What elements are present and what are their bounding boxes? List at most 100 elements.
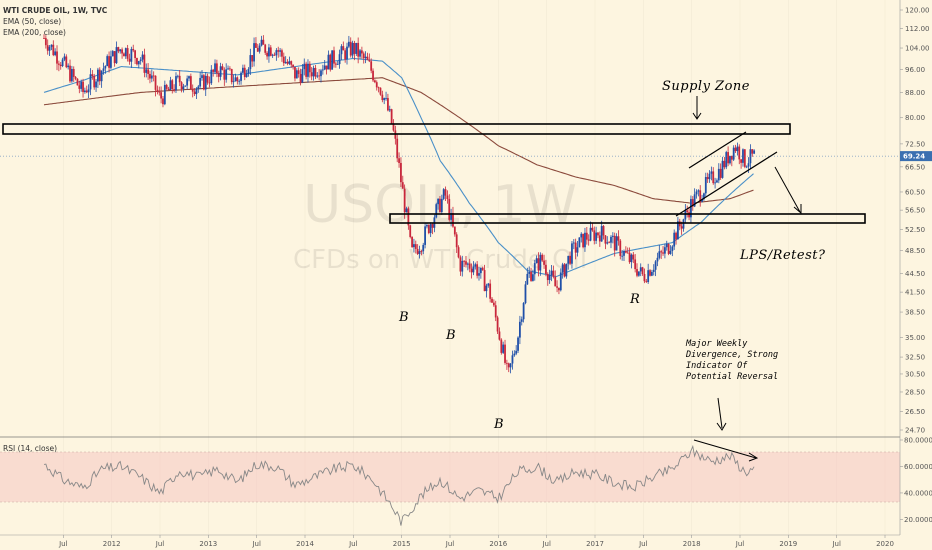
candle-down	[349, 41, 352, 56]
candle-up	[747, 163, 750, 167]
time-tick-label: Jul	[251, 540, 261, 548]
time-tick-label: Jul	[638, 540, 648, 548]
candle-up	[695, 191, 698, 195]
b-label-2: B	[445, 328, 456, 343]
candle-down	[457, 247, 460, 258]
candle-up	[652, 269, 655, 272]
candle-up	[87, 89, 90, 93]
candle-up	[260, 39, 263, 46]
breakdown-arrow	[774, 166, 802, 215]
candle-down	[357, 42, 360, 57]
candle-up	[61, 59, 64, 67]
candle-up	[139, 59, 142, 62]
candle-up	[163, 84, 166, 105]
candle-up	[621, 255, 624, 257]
candle-down	[281, 50, 283, 57]
candle-up	[650, 271, 653, 276]
candle-up	[405, 208, 408, 213]
candle-up	[701, 199, 703, 202]
supply-zone-box	[2, 123, 791, 135]
candle-up	[247, 69, 250, 74]
candle-down	[619, 240, 622, 256]
price-tick-label: 24.70	[905, 427, 925, 435]
r-label: R	[629, 292, 640, 307]
candle-up	[725, 152, 728, 168]
candle-down	[660, 251, 663, 253]
candle-up	[442, 189, 445, 199]
candle-down	[680, 226, 683, 229]
rsi-band	[0, 452, 900, 502]
candle-down	[333, 50, 335, 64]
wedge-upper-line	[688, 131, 747, 169]
candle-down	[537, 258, 540, 271]
candle-down	[72, 69, 75, 77]
legend-rsi: RSI (14, close)	[3, 444, 57, 453]
candle-up	[338, 54, 341, 65]
candle-down	[98, 69, 101, 82]
candle-up	[115, 47, 118, 64]
candle-down	[465, 261, 467, 265]
candle-up	[509, 363, 512, 368]
candle-up	[584, 232, 586, 248]
candle-up	[80, 81, 83, 89]
time-tick-label: 2016	[489, 540, 507, 548]
time-tick-label: Jul	[155, 540, 165, 548]
candle-down	[723, 160, 726, 168]
candles-layer	[43, 34, 756, 374]
price-tick-label: 56.50	[905, 207, 925, 215]
candle-down	[379, 87, 382, 95]
candle-up	[279, 50, 281, 52]
candle-up	[385, 98, 387, 99]
candle-down	[448, 199, 451, 220]
candle-up	[479, 267, 482, 274]
rsi-tick-label: 60.0000	[904, 463, 932, 471]
candle-up	[321, 69, 324, 71]
candle-up	[219, 66, 222, 77]
candle-up	[517, 337, 519, 351]
candle-up	[188, 76, 190, 79]
lps-zone-box	[389, 213, 866, 224]
candle-down	[398, 158, 400, 163]
candle-down	[123, 53, 125, 57]
candle-up	[303, 63, 306, 70]
candle-up	[663, 247, 666, 254]
candle-down	[649, 270, 651, 276]
divergence-note-line4: Potential Reversal	[686, 372, 778, 382]
candle-up	[654, 261, 657, 270]
candle-down	[377, 87, 380, 89]
candle-down	[730, 155, 733, 160]
candle-up	[214, 63, 216, 72]
candle-up	[97, 69, 99, 82]
candle-up	[721, 160, 724, 178]
candle-down	[228, 68, 231, 70]
candle-up	[424, 226, 426, 245]
candle-down	[401, 182, 404, 189]
candle-down	[585, 232, 588, 240]
time-tick-label: Jul	[541, 540, 551, 548]
candle-down	[108, 56, 110, 68]
candle-up	[535, 258, 538, 264]
candle-up	[478, 273, 480, 276]
candle-up	[595, 232, 598, 241]
candle-down	[117, 47, 120, 52]
candle-up	[240, 72, 242, 81]
candle-down	[353, 42, 356, 54]
candle-up	[437, 198, 440, 205]
candle-up	[578, 237, 581, 248]
candle-up	[656, 257, 659, 262]
candle-down	[255, 43, 257, 48]
candle-down	[362, 53, 365, 59]
candle-down	[173, 89, 176, 91]
candle-up	[130, 48, 133, 62]
price-tick-label: 88.00	[905, 89, 925, 97]
time-tick-label: 2019	[779, 540, 797, 548]
time-tick-label: 2012	[103, 540, 121, 548]
candle-down	[400, 162, 402, 183]
candle-down	[455, 234, 458, 248]
candle-down	[373, 80, 376, 83]
candle-down	[91, 74, 94, 77]
candle-up	[340, 46, 343, 55]
candle-down	[431, 224, 434, 228]
candle-down	[727, 152, 730, 164]
candle-up	[364, 56, 367, 59]
